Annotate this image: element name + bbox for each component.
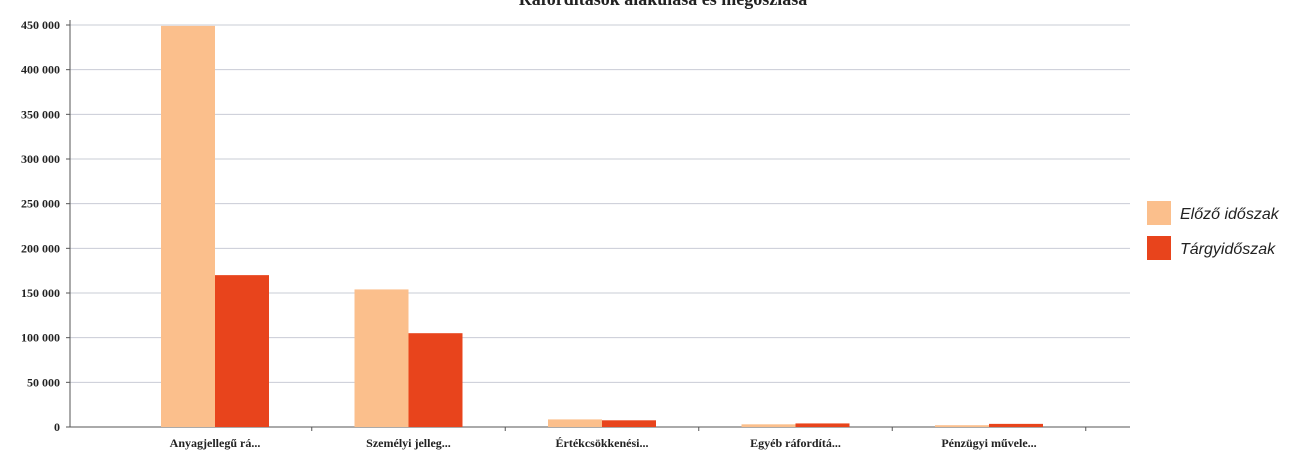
x-category-label: Értékcsökkenési... xyxy=(556,436,649,450)
bar-current xyxy=(989,423,1043,427)
bars xyxy=(161,25,1043,427)
y-tick-label: 450 000 xyxy=(21,18,60,32)
legend-swatch xyxy=(1147,236,1171,260)
bar-current xyxy=(215,275,269,427)
bar-previous xyxy=(354,289,409,427)
bar-previous xyxy=(935,425,989,427)
bar-previous xyxy=(161,25,215,427)
bar-current xyxy=(408,333,463,427)
x-category-label: Anyagjellegű rá... xyxy=(170,436,261,450)
y-tick-label: 150 000 xyxy=(21,286,60,300)
labels: 0 50 000 100 000 150 000 200 000 250 000 300 0… xyxy=(21,18,1037,450)
y-tick-label: 250 000 xyxy=(21,197,60,211)
y-tick-label: 50 000 xyxy=(27,375,60,389)
y-tick-label: 400 000 xyxy=(21,63,60,77)
legend-label: Előző időszak xyxy=(1180,206,1280,223)
bar-previous xyxy=(548,419,602,427)
bar-previous xyxy=(741,424,796,427)
x-category-label: Pénzügyi művele... xyxy=(941,436,1036,450)
y-tick-label: 300 000 xyxy=(21,152,60,166)
y-tick-label: 200 000 xyxy=(21,241,60,255)
x-category-label: Személyi jelleg... xyxy=(366,436,451,450)
legend-swatch xyxy=(1147,201,1171,225)
legend-label: Tárgyidőszak xyxy=(1180,241,1276,258)
bar-current xyxy=(602,420,656,427)
y-tick-label: 350 000 xyxy=(21,107,60,121)
x-category-label: Egyéb ráfordítá... xyxy=(750,436,841,450)
chart-title: Ráfordítások alakulása és megoszlása xyxy=(519,0,808,9)
legend: Előző időszak Tárgyidőszak xyxy=(1147,201,1280,260)
y-tick-label: 100 000 xyxy=(21,331,60,345)
y-tick-label: 0 xyxy=(54,420,60,434)
bar-current xyxy=(795,423,850,427)
